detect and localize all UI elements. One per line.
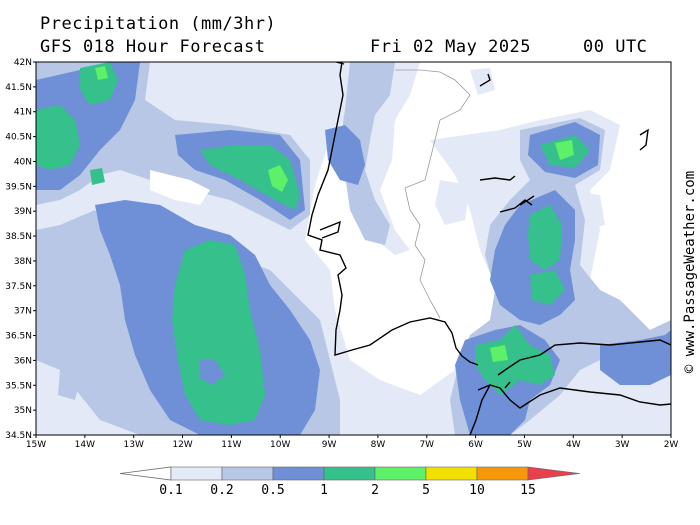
lat-tick-label: 41.5N [5,83,32,93]
lat-tick-label: 37.5N [5,282,32,292]
colorbar-label: 0.2 [210,483,233,498]
colorbar-segment [476,466,529,481]
lon-tick-label: 12W [172,440,192,450]
colorbar-label: 10 [469,483,485,498]
lon-tick-label: 10W [270,440,290,450]
precip-field [36,62,671,435]
colorbar-high-arrow [527,466,581,481]
colorbar-segment [374,466,427,481]
lat-tick-label: 40.5N [5,133,32,143]
lat-tick-label: 36N [14,356,32,366]
colorbar-segment [272,466,325,481]
lat-tick-label: 35.5N [5,381,32,391]
forecast-subtitle: GFS 018 Hour Forecast [40,37,266,57]
colorbar-label: 2 [371,483,379,498]
colorbar-low-arrow [119,466,172,481]
lon-tick-label: 7W [419,440,434,450]
lat-tick-label: 39.5N [5,182,32,192]
coastline [307,62,671,435]
colorbar-label: 1 [320,483,328,498]
lat-tick-label: 41N [14,108,32,118]
lat-tick-label: 34.5N [5,431,32,441]
lat-tick-label: 42N [14,58,32,68]
lon-tick-label: 4W [566,440,581,450]
lat-tick-label: 40N [14,157,32,167]
lon-tick-label: 14W [75,440,95,450]
colorbar-segment [425,466,478,481]
lon-axis: 15W 14W 13W 12W 11W 10W 9W 8W 7W 6W 5W 4W 3W 2W [26,435,679,450]
lon-tick-label: 11W [221,440,241,450]
watermark: © www.PassageWeather.com [682,170,698,374]
lat-tick-label: 38N [14,257,32,267]
lon-tick-label: 9W [322,440,337,450]
colorbar-segment [221,466,274,481]
lon-tick-label: 15W [26,440,46,450]
lat-tick-label: 36.5N [5,332,32,342]
lat-tick-label: 35N [14,406,32,416]
lat-axis: 42N 41.5N 41N 40.5N 40N 39.5N 39N 38.5N 38N 37.5N… [5,58,36,441]
colorbar-segment [170,466,223,481]
chart-title: Precipitation (mm/3hr) [40,14,277,34]
lat-tick-label: 38.5N [5,232,32,242]
lon-tick-label: 2W [664,440,679,450]
forecast-time: 00 UTC [583,37,648,57]
lon-tick-label: 13W [124,440,144,450]
lat-tick-label: 37N [14,307,32,317]
lon-tick-label: 6W [468,440,483,450]
lat-tick-label: 39N [14,207,32,217]
colorbar: 0.1 0.2 0.5 1 2 5 10 15 [119,466,581,498]
map-frame [35,61,672,436]
colorbar-label: 0.5 [261,483,284,498]
colorbar-label: 15 [520,483,536,498]
colorbar-label: 5 [422,483,430,498]
colorbar-label: 0.1 [159,483,182,498]
lon-tick-label: 5W [517,440,532,450]
country-borders [395,69,471,319]
colorbar-segment [323,466,376,481]
lon-tick-label: 3W [615,440,630,450]
forecast-date: Fri 02 May 2025 [370,37,532,57]
lon-tick-label: 8W [371,440,386,450]
